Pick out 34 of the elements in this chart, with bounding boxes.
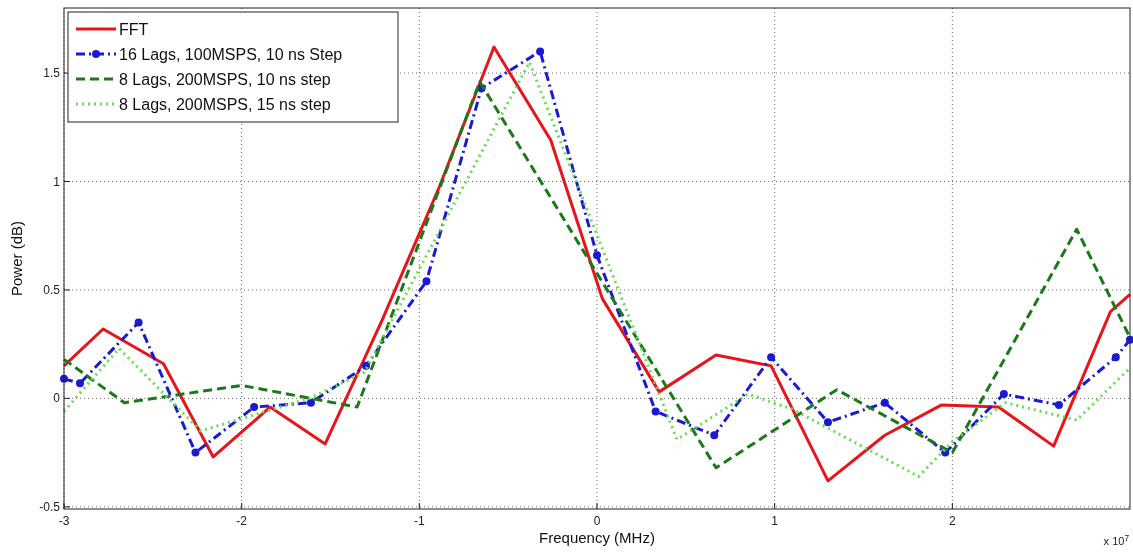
x-tick-label: 2 <box>948 514 956 528</box>
text: x 10$^{7}$ <box>1103 533 1130 547</box>
y-axis-title: Power (dB) <box>8 220 25 297</box>
point <box>880 398 889 407</box>
point <box>767 353 776 362</box>
x-tick-label: 0 <box>593 514 601 528</box>
point <box>1054 400 1063 409</box>
point <box>250 403 259 412</box>
point <box>999 390 1008 399</box>
legend-label: 16 Lags, 100MSPS, 10 ns Step <box>119 46 343 63</box>
point <box>536 47 545 56</box>
point <box>422 277 431 286</box>
x-tick-label: -3 <box>58 514 70 528</box>
y-tick-label: -0.5 <box>39 499 61 514</box>
x-tick-label: -2 <box>236 514 248 528</box>
x-tick-label: -1 <box>414 514 425 528</box>
point <box>191 448 200 457</box>
x-axis-title: Frequency (MHz) <box>539 529 655 546</box>
point <box>823 418 832 427</box>
legend-label: 8 Lags, 200MSPS, 15 ns step <box>119 96 331 113</box>
point <box>75 379 84 388</box>
y-tick-label: 1.5 <box>43 66 61 81</box>
legend-label: FFT <box>119 21 149 38</box>
legend-label: 8 Lags, 200MSPS, 10 ns step <box>119 71 331 88</box>
point <box>134 318 143 327</box>
y-tick-label: 0.5 <box>43 282 61 297</box>
point <box>1111 353 1120 362</box>
point <box>306 398 315 407</box>
y-tick-label: 1 <box>53 174 61 189</box>
point <box>651 407 660 416</box>
y-tick-label: 0 <box>53 391 61 406</box>
point <box>710 431 719 440</box>
x-tick-label: 1 <box>771 514 779 528</box>
point <box>593 251 601 260</box>
